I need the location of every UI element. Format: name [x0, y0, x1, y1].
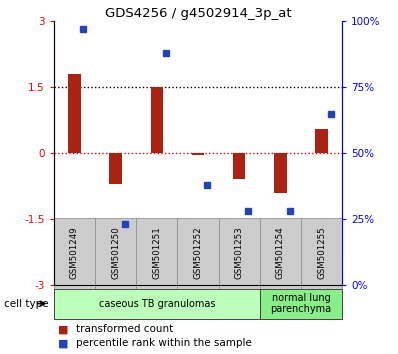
Bar — [233, 153, 246, 179]
Text: caseous TB granulomas: caseous TB granulomas — [99, 298, 215, 309]
Text: GSM501254: GSM501254 — [276, 227, 285, 280]
Text: GSM501253: GSM501253 — [235, 227, 244, 280]
Bar — [192, 153, 204, 155]
Text: normal lung
parenchyma: normal lung parenchyma — [271, 293, 332, 314]
Bar — [274, 153, 287, 193]
Title: GDS4256 / g4502914_3p_at: GDS4256 / g4502914_3p_at — [105, 7, 291, 20]
Bar — [219, 218, 260, 289]
Bar — [316, 129, 328, 153]
Text: GSM501249: GSM501249 — [70, 227, 79, 279]
Text: percentile rank within the sample: percentile rank within the sample — [76, 338, 252, 348]
Text: GSM501251: GSM501251 — [152, 227, 161, 280]
Bar — [109, 153, 122, 184]
Bar — [260, 289, 342, 319]
Text: GSM501255: GSM501255 — [317, 227, 326, 280]
Text: ■: ■ — [58, 324, 68, 334]
Bar — [136, 218, 178, 289]
Bar — [260, 218, 301, 289]
Bar — [150, 87, 163, 153]
Bar — [54, 289, 260, 319]
Bar — [301, 218, 342, 289]
Bar — [54, 218, 95, 289]
Text: transformed count: transformed count — [76, 324, 173, 334]
Bar — [95, 218, 136, 289]
Text: GSM501252: GSM501252 — [193, 227, 203, 280]
Bar — [178, 218, 219, 289]
Text: cell type: cell type — [4, 298, 49, 309]
Bar — [68, 74, 80, 153]
Text: ■: ■ — [58, 338, 68, 348]
Text: GSM501250: GSM501250 — [111, 227, 120, 280]
